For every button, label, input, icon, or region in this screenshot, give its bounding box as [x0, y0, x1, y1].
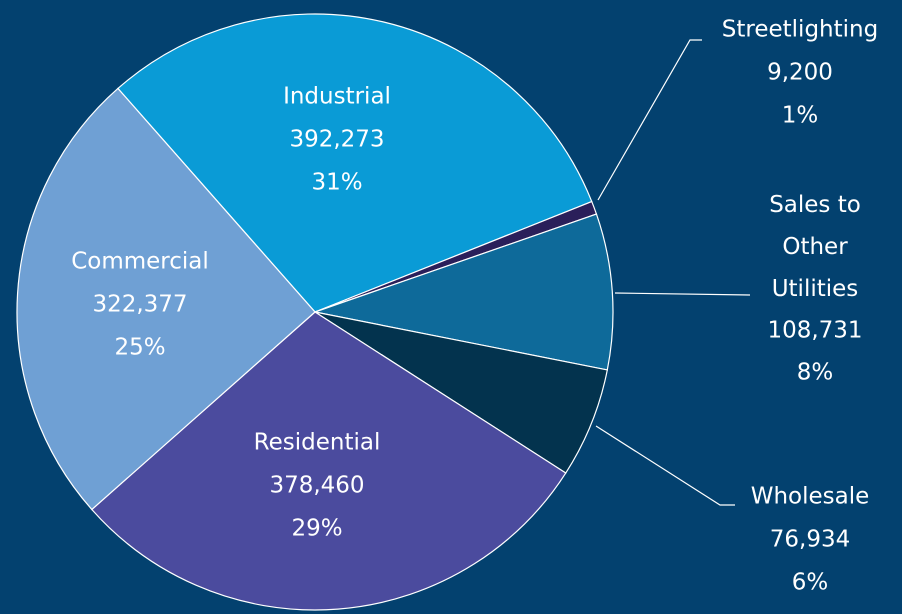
slice-label: Residential	[254, 430, 381, 456]
value-label: 76,934	[770, 527, 850, 553]
value-label: 108,731	[767, 318, 862, 344]
value-label: 378,460	[269, 473, 364, 499]
slice-label: Commercial	[71, 249, 209, 275]
pie-slice	[312, 213, 614, 371]
value-label: 9,200	[767, 60, 833, 86]
percent-label: 1%	[782, 103, 819, 129]
pie-slice	[90, 311, 567, 611]
percent-label: 29%	[291, 516, 342, 542]
percent-label: 8%	[797, 360, 834, 386]
leader-line	[614, 292, 751, 296]
value-label: 392,273	[289, 127, 384, 153]
percent-label: 6%	[792, 570, 829, 596]
value-label: 322,377	[92, 292, 187, 318]
leader-line	[595, 425, 735, 506]
slice-label: Wholesale	[751, 484, 870, 510]
pie-slice	[117, 13, 593, 313]
percent-label: 25%	[114, 335, 165, 361]
pie-slice	[16, 87, 316, 511]
slice-label: Streetlighting	[722, 17, 878, 43]
leader-line	[597, 39, 702, 201]
percent-label: 31%	[311, 170, 362, 196]
slice-label: Sales to Other Utilities	[769, 192, 861, 302]
slice-label: Industrial	[283, 84, 391, 110]
